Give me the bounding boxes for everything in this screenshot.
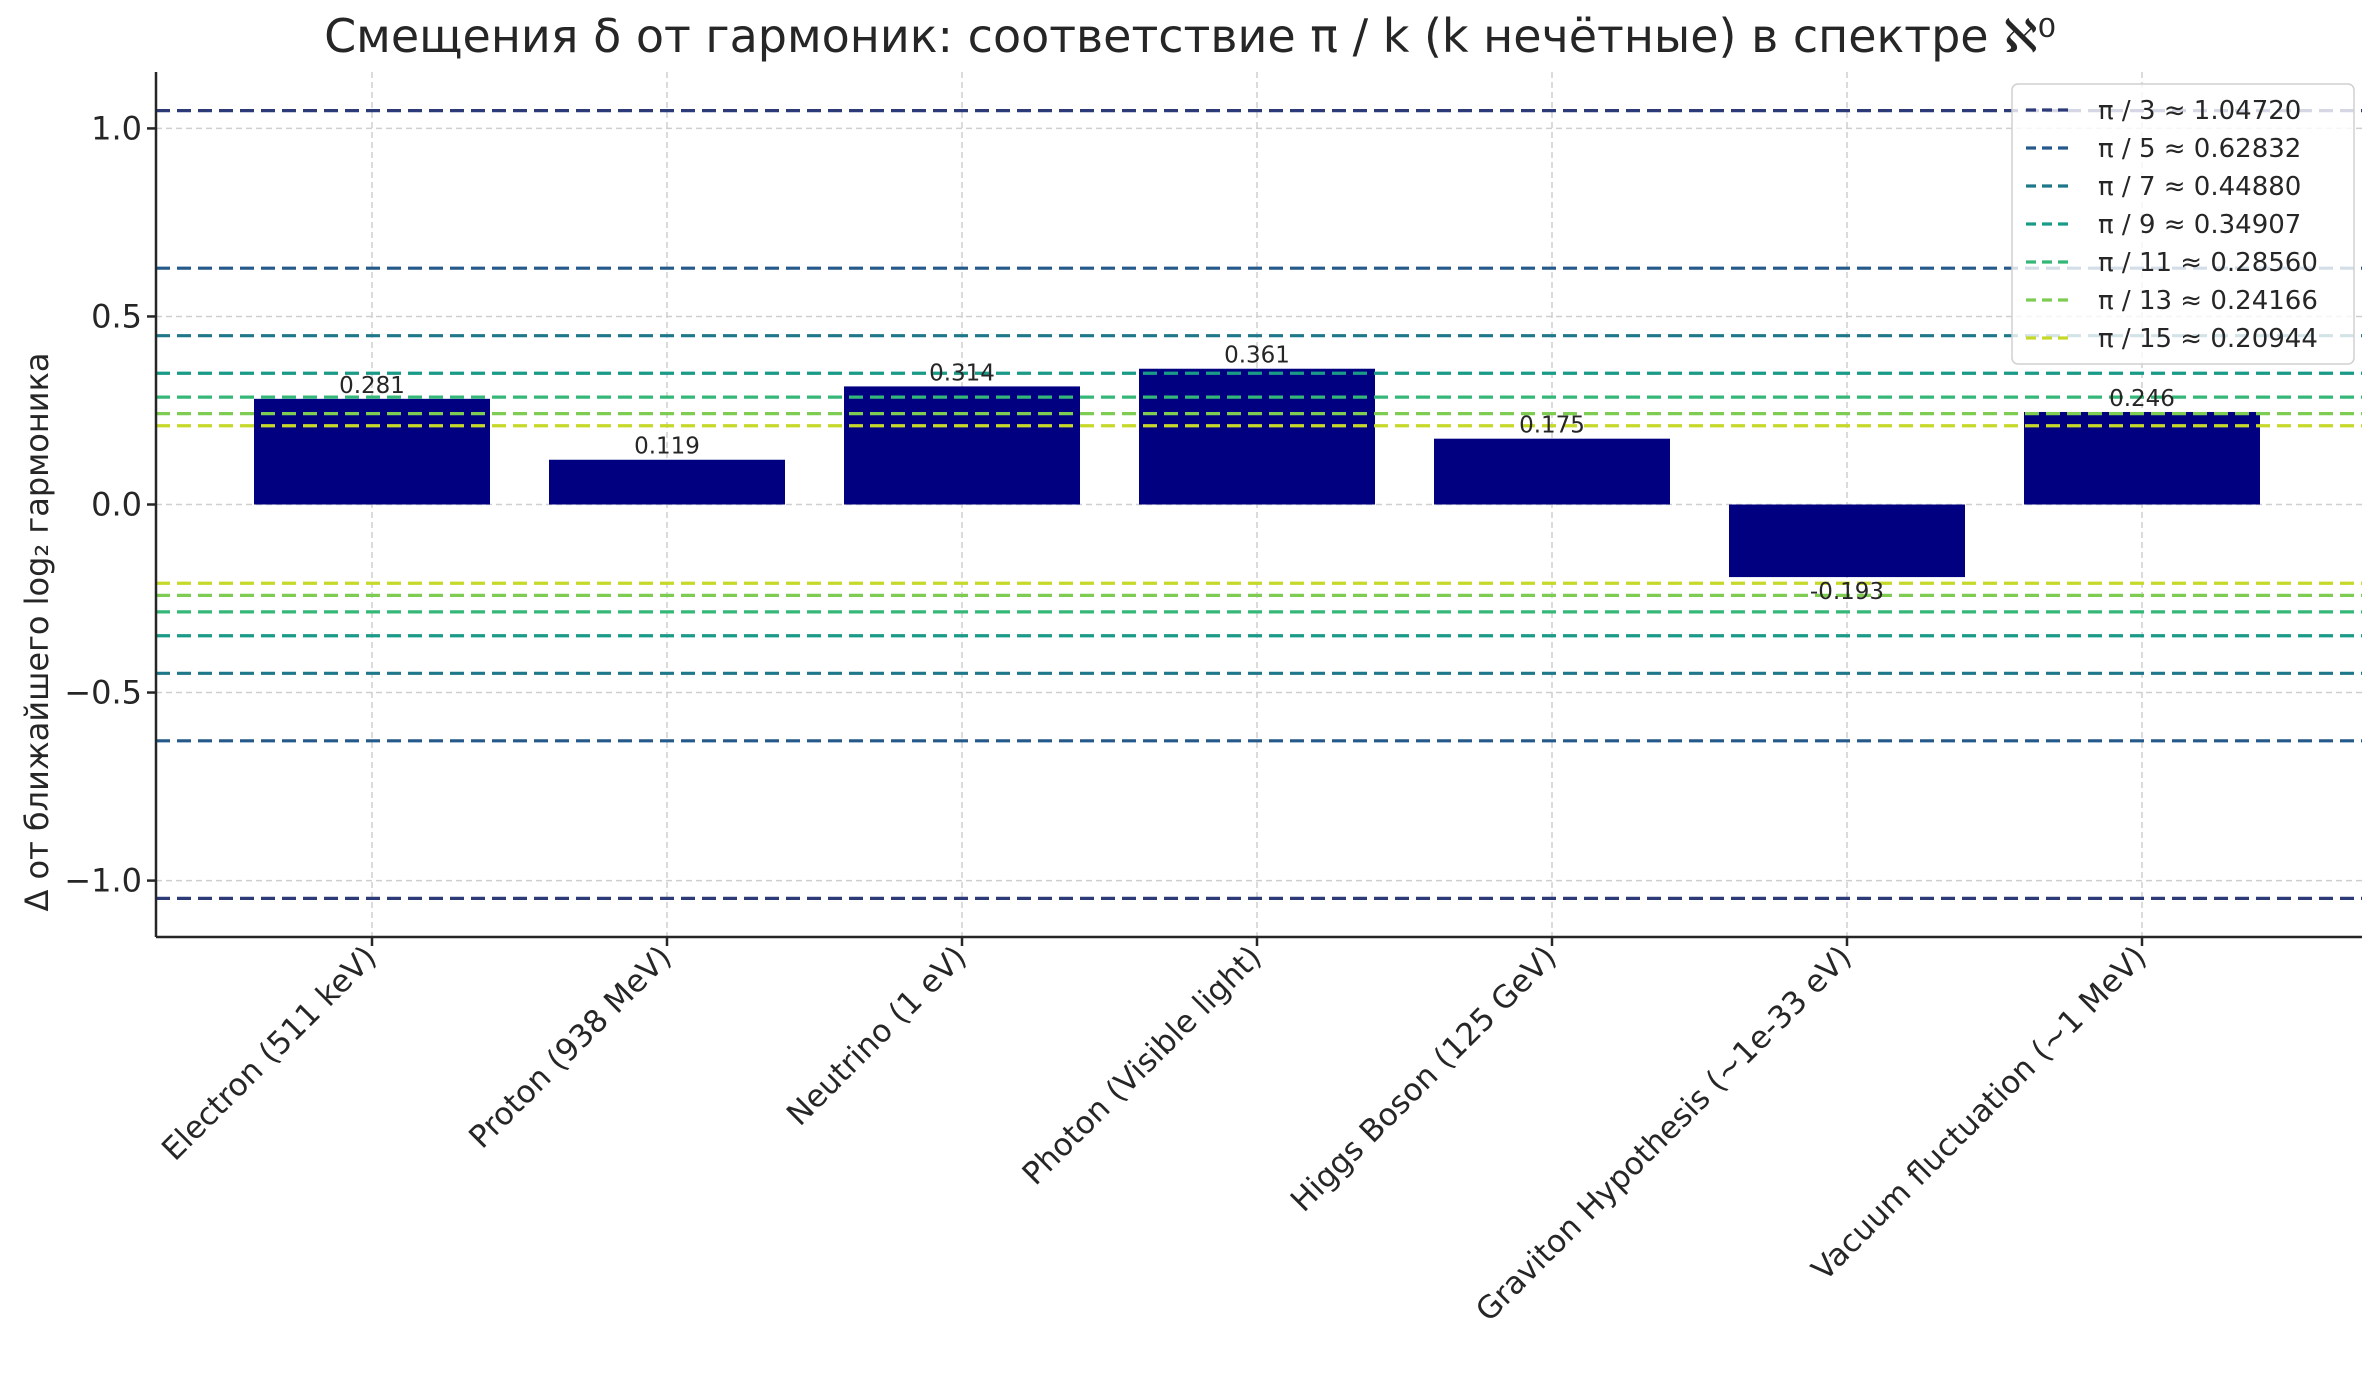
data-label: 0.281 (339, 373, 405, 399)
y-tick-label: −1.0 (64, 862, 142, 900)
bars (254, 368, 2260, 578)
x-tick-label: Photon (Visible light) (1016, 939, 1269, 1192)
y-tick-label: 1.0 (91, 109, 142, 147)
x-tick-label: Neutrino (1 eV) (780, 939, 974, 1133)
data-label: -0.193 (1810, 579, 1884, 605)
y-axis-label: Δ от ближайшего log₂ гармоника (18, 352, 56, 911)
legend-label: π / 9 ≈ 0.34907 (2098, 210, 2301, 240)
x-tick-label: Electron (511 keV) (155, 939, 384, 1168)
bar (1434, 438, 1670, 505)
legend-label: π / 15 ≈ 0.20944 (2098, 324, 2318, 354)
data-labels: 0.281 0.119 0.314 0.361 0.175 -0.193 0.246 (339, 343, 2175, 605)
bar (2024, 411, 2260, 505)
legend-box (2011, 83, 2355, 365)
bar (1139, 368, 1375, 505)
x-tick-label: Higgs Boson (125 GeV) (1284, 939, 1564, 1219)
data-label: 0.314 (929, 360, 995, 386)
legend-label: π / 13 ≈ 0.24166 (2098, 286, 2318, 316)
bar (1729, 504, 1965, 578)
legend-label: π / 7 ≈ 0.44880 (2098, 172, 2301, 202)
data-label: 0.246 (2109, 386, 2175, 412)
legend-label: π / 11 ≈ 0.28560 (2098, 248, 2318, 278)
data-label: 0.119 (634, 434, 700, 460)
y-tick-label: −0.5 (64, 674, 142, 712)
chart-title: Смещения δ от гармоник: соответствие π /… (324, 9, 2056, 63)
x-tick-label: Proton (938 MeV) (462, 939, 678, 1155)
legend-label: π / 3 ≈ 1.04720 (2098, 96, 2301, 126)
y-tick-label: 0.0 (91, 486, 142, 524)
y-tick-label: 0.5 (91, 297, 142, 335)
reference-lines (156, 109, 2362, 900)
bar (549, 459, 785, 505)
data-label: 0.361 (1224, 343, 1290, 369)
x-tick-label: Vacuum fluctuation (~1 MeV) (1805, 939, 2154, 1288)
legend: π / 3 ≈ 1.04720 π / 5 ≈ 0.62832 π / 7 ≈ 0.… (2011, 83, 2355, 365)
legend-label: π / 5 ≈ 0.62832 (2098, 134, 2301, 164)
bar (254, 398, 490, 505)
bar (844, 386, 1080, 505)
data-label: 0.175 (1519, 413, 1585, 439)
